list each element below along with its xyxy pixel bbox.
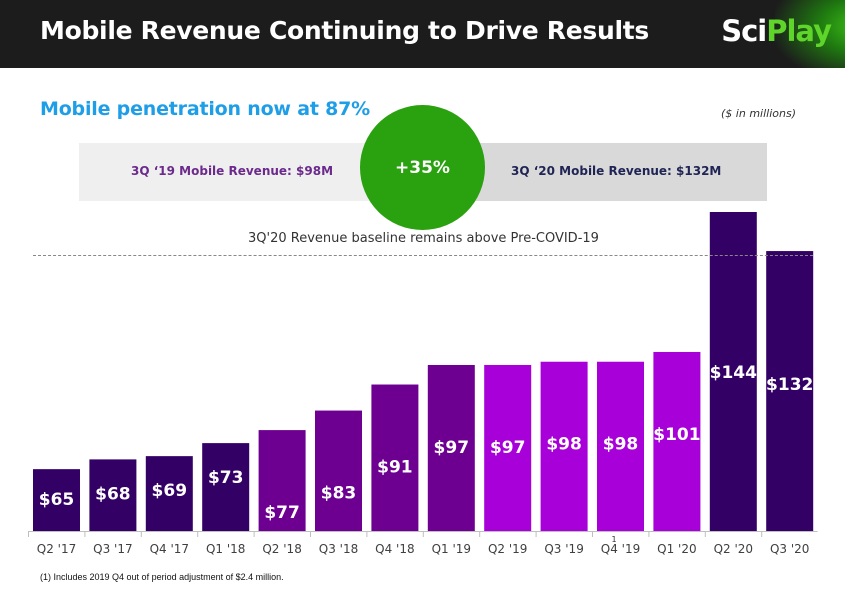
prior-year-panel <box>79 143 409 201</box>
bar-value-label: $69 <box>152 481 188 501</box>
bar-q4-19 <box>597 361 644 531</box>
x-tick-label: Q2 '17 <box>37 542 76 556</box>
bar-q2-17 <box>33 469 80 531</box>
x-tick-label: Q3 '17 <box>93 542 132 556</box>
bar-q1-20 <box>653 351 701 531</box>
bar-value-label: $97 <box>490 438 526 458</box>
sciplay-logo: SciPlay <box>721 14 832 48</box>
bar-q1-18 <box>202 443 250 531</box>
x-tick-label: Q4 '19 <box>601 542 640 556</box>
bar-q2-18 <box>258 430 306 531</box>
x-tick-label: Q4 '18 <box>375 542 414 556</box>
penetration-subtitle: Mobile penetration now at 87% <box>40 98 370 120</box>
bar-value-label: $65 <box>39 490 75 510</box>
x-tick-label: Q1 '18 <box>206 542 245 556</box>
x-tick-label: Q3 '20 <box>770 542 809 556</box>
bar-value-label: $132 <box>766 375 813 395</box>
growth-circle <box>360 105 485 230</box>
x-tick-label: Q1 '19 <box>432 542 471 556</box>
bar-value-label: $97 <box>434 438 470 458</box>
bar-value-label: $73 <box>208 468 244 488</box>
baseline-note: 3Q'20 Revenue baseline remains above Pre… <box>248 231 599 246</box>
bar-value-label: $77 <box>264 503 300 523</box>
x-tick-label: Q3 '18 <box>319 542 358 556</box>
bar-value-label: $68 <box>95 484 131 504</box>
slide-title: Mobile Revenue Continuing to Drive Resul… <box>40 16 649 45</box>
prior-year-revenue: 3Q ‘19 Mobile Revenue: $98M <box>131 164 334 178</box>
bar-value-label: $98 <box>603 435 639 455</box>
bar-q1-19 <box>427 364 475 531</box>
bar-q3-18 <box>315 410 362 531</box>
growth-percent: +35% <box>395 158 450 178</box>
bar-q4-18 <box>371 384 419 531</box>
bar-value-label: $101 <box>653 425 700 445</box>
x-tick-label: Q3 '19 <box>544 542 583 556</box>
bar-value-label: $98 <box>546 435 582 455</box>
baseline-reference-line <box>33 255 813 256</box>
bar-q2-19 <box>484 364 532 531</box>
bar-value-label: $144 <box>710 363 757 383</box>
x-tick-label: Q1 '20 <box>657 542 696 556</box>
bar-value-label: $83 <box>321 484 357 504</box>
x-tick-label: Q2 '18 <box>262 542 301 556</box>
bar-q4-17 <box>145 456 193 531</box>
footnote-marker: 1 <box>612 535 617 544</box>
header-bar: Mobile Revenue Continuing to Drive Resul… <box>0 0 845 68</box>
bar-q2-20 <box>709 212 757 531</box>
footnote: (1) Includes 2019 Q4 out of period adjus… <box>40 572 284 582</box>
header-glow <box>775 0 845 68</box>
current-year-panel <box>440 143 767 201</box>
x-tick-label: Q2 '20 <box>714 542 753 556</box>
units-note: ($ in millions) <box>721 107 796 120</box>
bar-q3-19 <box>540 361 588 531</box>
bar-q3-17 <box>89 459 137 531</box>
x-tick-label: Q4 '17 <box>150 542 189 556</box>
bar-q3-20 <box>766 251 814 531</box>
logo-play: Play <box>766 14 832 48</box>
x-tick-label: Q2 '19 <box>488 542 527 556</box>
bar-value-label: $91 <box>377 458 413 478</box>
current-year-revenue: 3Q ‘20 Mobile Revenue: $132M <box>511 164 722 178</box>
logo-sci: Sci <box>721 14 767 48</box>
